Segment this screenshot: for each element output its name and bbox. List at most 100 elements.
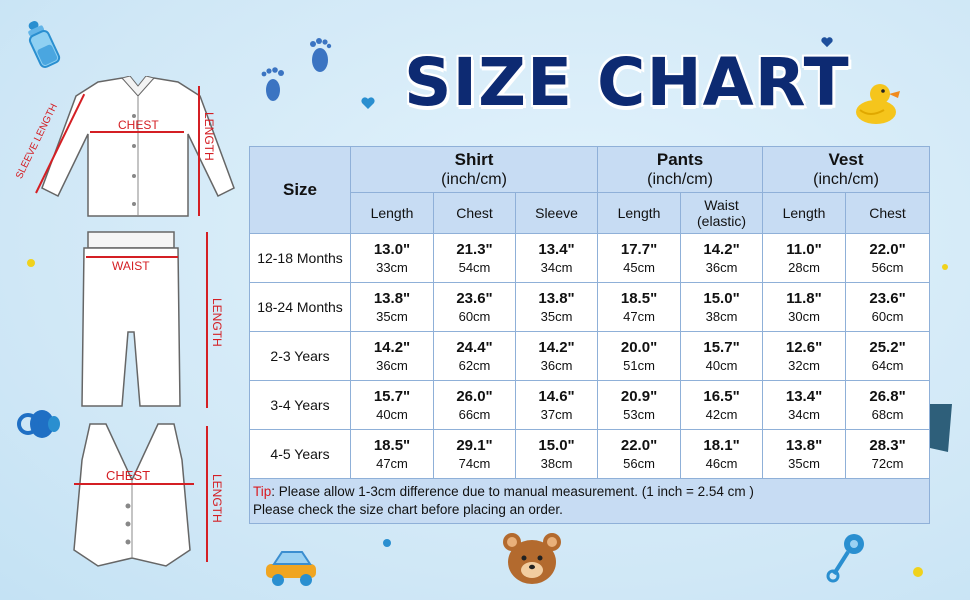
measurement-cell: 14.6" 37cm [514, 380, 599, 430]
inch-value: 20.9" [620, 388, 658, 405]
measurement-cell: 22.0" 56cm [845, 233, 931, 283]
measurement-cell: 13.8" 35cm [514, 282, 599, 332]
table-row: 4-5 Years 18.5" 47cm 29.1" 74cm 15.0" 38cm 22.0… [249, 429, 931, 479]
pants-length-line [206, 232, 208, 408]
cm-value: 37cm [540, 407, 573, 422]
sub-header-row: Length Chest Sleeve Length Waist (elastic… [250, 192, 931, 234]
cm-value: 54cm [458, 260, 491, 275]
cm-value: 42cm [705, 407, 738, 422]
pants-diagram [81, 231, 181, 407]
measurement-cell: 20.0" 51cm [597, 331, 682, 381]
cm-value: 35cm [788, 456, 820, 471]
size-column-header: Size [249, 146, 351, 234]
measurement-cell: 15.7" 40cm [350, 380, 434, 430]
inch-value: 23.6" [456, 290, 493, 307]
toy-car-icon [266, 551, 316, 586]
cm-value: 53cm [623, 407, 655, 422]
dot-icon [27, 259, 35, 267]
vest-length-label: LENGTH [210, 474, 224, 523]
inch-value: 14.2" [703, 241, 740, 258]
vest-chest-line [74, 483, 194, 485]
size-label: 4-5 Years [249, 429, 351, 479]
measurement-cell: 14.2" 36cm [680, 233, 764, 283]
inch-value: 13.4" [538, 241, 575, 258]
cm-value: 56cm [871, 260, 904, 275]
footprint-icon [310, 38, 332, 72]
measurement-cell: 13.4" 34cm [762, 380, 847, 430]
cm-value: 68cm [871, 407, 904, 422]
inch-value: 22.0" [869, 241, 906, 258]
group-header-pants: Pants (inch/cm) [597, 146, 764, 193]
size-label: 18-24 Months [249, 282, 351, 332]
size-label: 12-18 Months [249, 233, 351, 283]
shirt-chest-label: CHEST [118, 118, 159, 132]
measurement-cell: 18.1" 46cm [680, 429, 764, 479]
cm-value: 60cm [871, 309, 904, 324]
cm-value: 45cm [623, 260, 655, 275]
inch-value: 13.8" [373, 290, 411, 307]
subheader-vest-length: Length [762, 192, 847, 234]
shirt-length-label: LENGTH [202, 112, 216, 161]
measurement-cell: 26.8" 68cm [845, 380, 931, 430]
inch-value: 28.3" [869, 437, 906, 454]
rattle-icon [826, 534, 864, 583]
measurement-cell: 20.9" 53cm [597, 380, 682, 430]
inch-value: 13.8" [785, 437, 823, 454]
inch-value: 22.0" [620, 437, 658, 454]
cm-value: 36cm [540, 358, 573, 373]
measurement-cell: 13.4" 34cm [514, 233, 599, 283]
measurement-cell: 21.3" 54cm [433, 233, 516, 283]
vest-length-line [206, 426, 208, 562]
measurement-cell: 18.5" 47cm [350, 429, 434, 479]
footprint-icon [261, 67, 284, 101]
measurement-cell: 23.6" 60cm [845, 282, 931, 332]
inch-value: 18.5" [620, 290, 658, 307]
cm-value: 35cm [540, 309, 573, 324]
cm-value: 47cm [376, 456, 408, 471]
shirt-chest-line [90, 131, 184, 133]
cm-value: 62cm [458, 358, 491, 373]
inch-value: 15.0" [538, 437, 575, 454]
cm-value: 46cm [705, 456, 738, 471]
tip-cell: Tip: Please allow 1-3cm difference due t… [248, 478, 931, 524]
measurement-cell: 15.7" 40cm [680, 331, 764, 381]
inch-value: 11.0" [786, 241, 822, 258]
table-row: 18-24 Months 13.8" 35cm 23.6" 60cm 13.8" 35cm 1… [249, 282, 931, 332]
cm-value: 32cm [788, 358, 820, 373]
inch-value: 25.2" [869, 339, 906, 356]
inch-value: 12.6" [785, 339, 823, 356]
cm-value: 72cm [871, 456, 904, 471]
cm-value: 34cm [788, 407, 820, 422]
measurement-cell: 23.6" 60cm [433, 282, 516, 332]
measurement-cell: 13.8" 35cm [762, 429, 847, 479]
inch-value: 26.8" [869, 388, 906, 405]
inch-value: 18.5" [373, 437, 411, 454]
table-row: 3-4 Years 15.7" 40cm 26.0" 66cm 14.6" 37cm 20.9… [249, 380, 931, 430]
inch-value: 20.0" [620, 339, 658, 356]
cm-value: 38cm [705, 309, 738, 324]
subheader-pants-length: Length [597, 192, 682, 234]
inch-value: 11.8" [786, 290, 822, 307]
pants-waist-label: WAIST [112, 259, 150, 273]
measurement-cell: 12.6" 32cm [762, 331, 847, 381]
measurement-cell: 22.0" 56cm [597, 429, 682, 479]
inch-value: 13.4" [785, 388, 823, 405]
inch-value: 23.6" [869, 290, 906, 307]
measurement-cell: 28.3" 72cm [845, 429, 931, 479]
inch-value: 29.1" [456, 437, 493, 454]
measurement-cell: 26.0" 66cm [433, 380, 516, 430]
subheader-vest-chest: Chest [845, 192, 931, 234]
subheader-shirt-sleeve: Sleeve [514, 192, 599, 234]
group-header-shirt: Shirt (inch/cm) [349, 146, 599, 193]
cm-value: 38cm [540, 456, 573, 471]
rubber-duck-icon [856, 84, 900, 124]
cm-value: 56cm [623, 456, 655, 471]
page-title: SIZE CHART [404, 44, 850, 121]
measurement-cell: 11.8" 30cm [762, 282, 847, 332]
measurement-cell: 11.0" 28cm [762, 233, 847, 283]
shirt-diagram [41, 76, 235, 217]
tip-text: : Please allow 1-3cm difference due to m… [271, 484, 754, 499]
size-label: 3-4 Years [249, 380, 351, 430]
vest-diagram [73, 423, 191, 567]
cm-value: 35cm [376, 309, 408, 324]
